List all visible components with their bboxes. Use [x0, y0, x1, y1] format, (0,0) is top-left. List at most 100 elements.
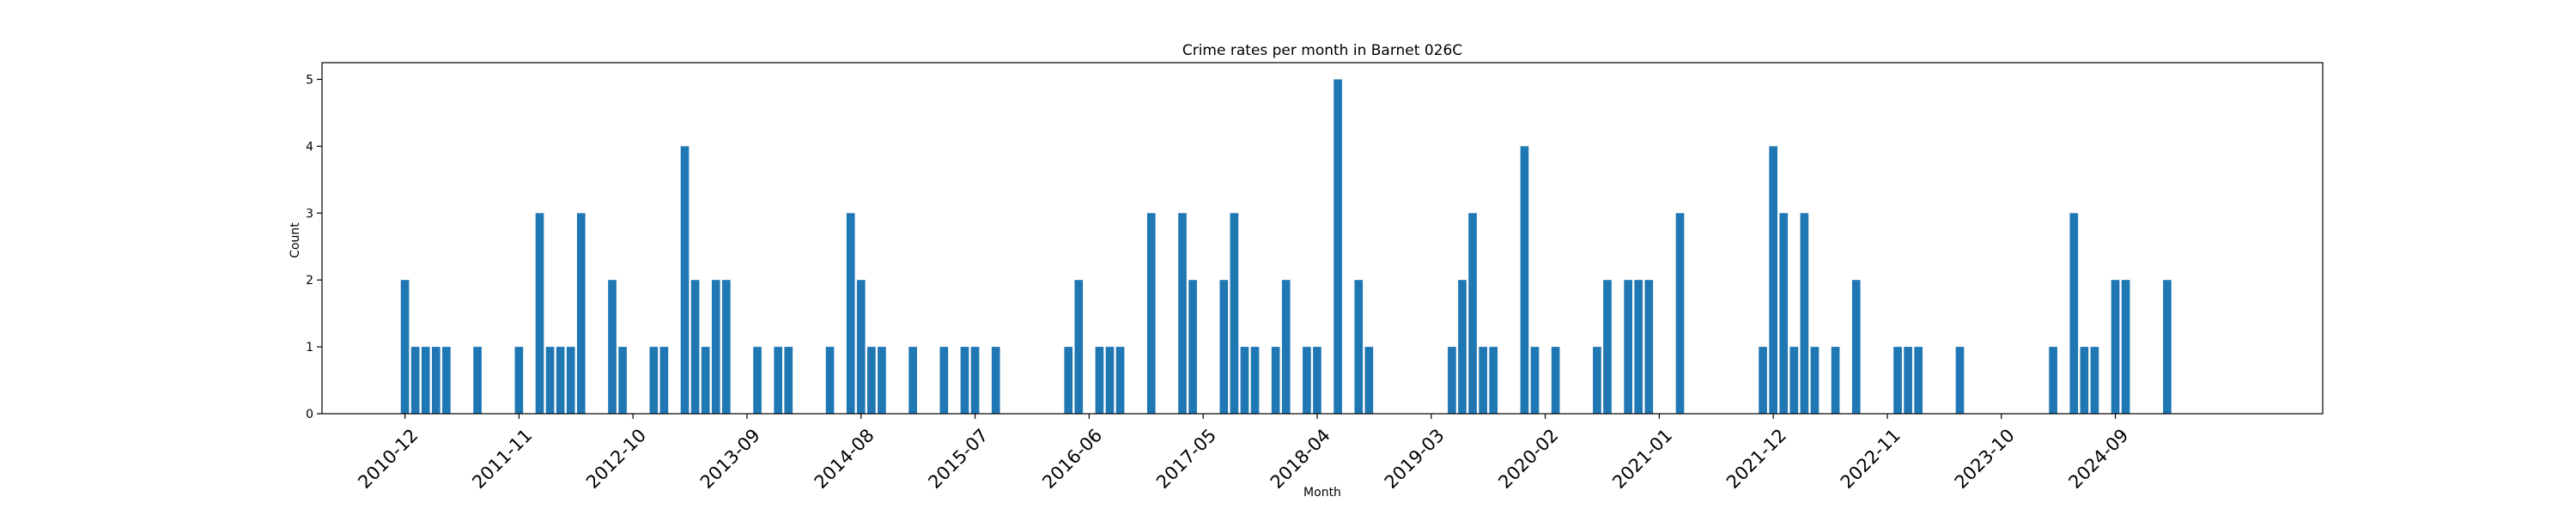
bar-2018-00	[1271, 347, 1280, 414]
bar-2024-09	[2111, 280, 2120, 414]
x-tick-label: 2021-12	[1722, 425, 1790, 493]
bar-2019-06	[1458, 280, 1467, 414]
bar-2017-08	[1230, 213, 1239, 414]
bar-2013-05	[701, 347, 710, 414]
bar-2024-07	[2090, 347, 2099, 414]
x-tick-label: 2017-05	[1152, 425, 1220, 493]
bar-2024-03	[2049, 347, 2057, 414]
bar-2020-07	[1593, 347, 1601, 414]
bar-2017-09	[1240, 347, 1249, 414]
y-axis-label: Count	[289, 222, 302, 258]
x-tick-label: 2013-09	[696, 425, 764, 493]
bar-2013-06	[711, 280, 720, 414]
bar-2011-03	[431, 347, 440, 414]
bar-2012-02	[545, 347, 555, 414]
bar-2022-01	[1779, 213, 1789, 414]
bar-2011-04	[442, 347, 451, 414]
bar-2017-00	[1146, 213, 1156, 414]
bar-2017-10	[1250, 347, 1260, 414]
bar-2014-09	[867, 347, 876, 414]
bar-2020-01	[1530, 347, 1540, 414]
bar-2015-09	[991, 347, 1000, 414]
bar-2011-11	[514, 347, 524, 414]
chart-title: Crime rates per month in Barnet 026C	[1182, 42, 1462, 59]
bar-2016-05	[1074, 280, 1084, 414]
bar-2019-09	[1489, 347, 1498, 414]
x-tick-label: 2022-11	[1837, 425, 1905, 493]
plot-frame	[321, 62, 2324, 415]
bar-2020-03	[1551, 347, 1560, 414]
x-tick-label: 2019-03	[1381, 425, 1449, 493]
bar-2013-12	[774, 347, 783, 414]
x-tick-label: 2023-10	[1951, 425, 2019, 493]
bar-2016-04	[1064, 347, 1073, 414]
y-tick-label: 3	[306, 207, 313, 221]
bar-2017-03	[1178, 213, 1187, 414]
bar-2016-07	[1095, 347, 1104, 414]
bar-2014-08	[856, 280, 866, 414]
bar-2016-09	[1115, 347, 1125, 414]
bar-2011-02	[421, 347, 430, 414]
bar-2014-07	[846, 213, 855, 414]
bar-2019-08	[1479, 347, 1487, 414]
bar-2015-06	[960, 347, 969, 414]
bar-2021-00	[1644, 280, 1654, 414]
bar-2023-02	[1914, 347, 1923, 414]
bar-2010-12	[400, 280, 410, 414]
x-tick-label: 2010-12	[354, 425, 422, 493]
bar-2013-01	[659, 347, 669, 414]
x-tick-label: 2016-06	[1038, 425, 1106, 493]
bar-2020-11	[1634, 280, 1643, 414]
bar-2023-06	[1955, 347, 1965, 414]
bar-2021-03	[1675, 213, 1685, 414]
bar-2012-05	[576, 213, 586, 414]
bar-2015-07	[970, 347, 980, 414]
x-tick-label: 2014-08	[811, 425, 878, 493]
bar-2019-07	[1468, 213, 1477, 414]
bar-2011-07	[473, 347, 482, 414]
bar-2020-00	[1520, 146, 1529, 414]
y-tick-label: 1	[306, 341, 313, 354]
x-axis-label: Month	[1303, 486, 1341, 500]
bar-2022-12	[1893, 347, 1902, 414]
bar-2014-10	[878, 347, 886, 414]
bar-2025-02	[2163, 280, 2172, 414]
bar-2012-04	[566, 347, 575, 414]
bar-2011-01	[410, 347, 420, 414]
bar-2013-07	[722, 280, 731, 414]
bar-2013-10	[753, 347, 762, 414]
bar-2014-05	[825, 347, 835, 414]
bar-2012-12	[649, 347, 659, 414]
bar-2021-11	[1759, 347, 1767, 414]
bar-2013-04	[690, 280, 700, 414]
bar-2018-06	[1334, 79, 1342, 414]
bar-2012-09	[618, 347, 627, 414]
bar-2018-08	[1354, 280, 1364, 414]
bar-2022-08	[1851, 280, 1861, 414]
bar-2020-08	[1603, 280, 1612, 414]
bar-2015-04	[939, 347, 949, 414]
y-tick-label: 0	[306, 408, 313, 421]
bar-2022-02	[1789, 347, 1799, 414]
bar-2017-07	[1219, 280, 1229, 414]
bar-2017-04	[1188, 280, 1197, 414]
y-tick-label: 5	[306, 73, 313, 87]
y-tick-label: 2	[306, 274, 313, 288]
bar-2018-01	[1281, 280, 1291, 414]
bar-2024-05	[2069, 213, 2079, 414]
bar-2014-01	[784, 347, 793, 414]
bar-2024-10	[2121, 280, 2130, 414]
bar-2020-10	[1624, 280, 1632, 414]
y-tick-label: 4	[306, 140, 313, 154]
bar-2023-01	[1904, 347, 1912, 414]
x-tick-label: 2020-02	[1494, 425, 1562, 493]
bar-2012-01	[535, 213, 544, 414]
x-tick-label: 2012-10	[582, 425, 650, 493]
x-tick-label: 2021-01	[1608, 425, 1676, 493]
x-tick-label: 2011-11	[468, 425, 536, 493]
bar-2024-06	[2080, 347, 2089, 414]
x-axis: 2010-12 2011-11 2012-10 2013-09 2014-08 2015-…	[354, 414, 2132, 493]
x-tick-label: 2018-04	[1267, 425, 1334, 493]
bar-2022-04	[1810, 347, 1820, 414]
